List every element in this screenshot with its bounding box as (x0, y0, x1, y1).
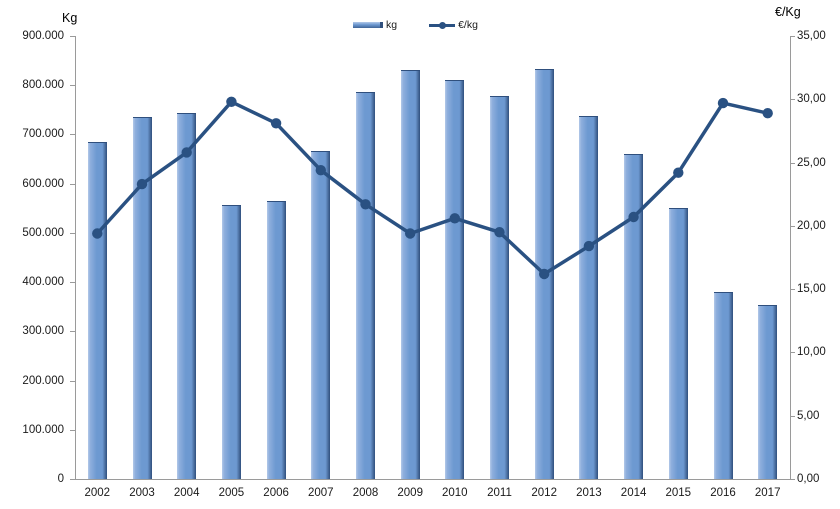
y-left-tickmark (70, 134, 75, 136)
y-left-tick-label: 400.000 (22, 276, 64, 289)
point-2008 (360, 199, 371, 210)
x-tick-label-2007: 2007 (308, 487, 334, 499)
legend-label-kg: kg (386, 19, 398, 31)
bar-2011 (490, 95, 509, 479)
y-left-tick-label: 800.000 (22, 79, 64, 92)
y-left-tickmark (70, 429, 75, 431)
line-series-swatch-icon (429, 21, 456, 29)
point-2015 (673, 167, 684, 178)
bar-2015 (668, 207, 688, 479)
y-right-tickmark (790, 36, 795, 37)
y-left-tickmark (70, 479, 75, 480)
price-line-layer (92, 96, 773, 280)
bar-2005 (221, 205, 241, 479)
left-axis-line (75, 36, 76, 480)
y-left-tick-label: 100.000 (22, 423, 64, 436)
bar-2014 (624, 154, 644, 479)
y-left-tick-label: 200.000 (22, 374, 64, 387)
point-2014 (628, 211, 639, 223)
legend: kg €/kg (353, 17, 478, 33)
x-tick-label-2002: 2002 (84, 487, 111, 499)
x-tick-label-2003: 2003 (129, 487, 155, 499)
point-2009 (405, 228, 416, 239)
y-left-tickmark (70, 232, 75, 234)
y-left-tickmark (70, 85, 75, 87)
point-2016 (717, 97, 729, 109)
point-2003 (136, 178, 148, 190)
x-tick-label-2013: 2013 (576, 487, 602, 499)
x-tick-label-2006: 2006 (263, 487, 289, 499)
y-right-tickmark (790, 352, 795, 354)
bar-2013 (579, 116, 599, 479)
y-right-tick-label: 35,00 (797, 30, 826, 42)
bar-series-swatch-icon (353, 22, 383, 28)
bar-2006 (266, 200, 286, 479)
y-right-tickmark (790, 225, 795, 227)
x-tick-label-2017: 2017 (754, 487, 781, 499)
y-right-tickmark (790, 289, 795, 291)
y-right-tick-label: 20,00 (797, 219, 826, 232)
x-tick-label-2014: 2014 (620, 487, 647, 499)
legend-item-kg: kg (353, 19, 397, 31)
bar-2007 (311, 151, 331, 479)
point-2013 (583, 240, 595, 252)
y-left-tickmark (70, 380, 75, 382)
bar-2003 (132, 116, 152, 479)
y-left-tickmark (70, 331, 75, 333)
x-tick-label-2012: 2012 (531, 487, 557, 499)
y-right-tick-label: 25,00 (797, 156, 826, 169)
y-left-tickmark (70, 36, 75, 37)
y-right-tick-label: 5,00 (797, 409, 820, 422)
y-left-tick-label: 0 (57, 473, 64, 485)
x-tick-label-2004: 2004 (173, 487, 200, 499)
y-left-tick-label: 600.000 (22, 177, 64, 190)
y-right-tick-label: 30,00 (797, 93, 826, 106)
y-left-tick-label: 300.000 (22, 325, 64, 338)
right-axis-title: €/Kg (775, 5, 801, 19)
y-left-tickmark (70, 183, 75, 185)
x-tick-label-2011: 2011 (487, 487, 512, 499)
point-2007 (315, 165, 326, 176)
y-right-tickmark (790, 99, 795, 101)
price-line (95, 100, 770, 276)
point-2005 (226, 96, 237, 107)
point-2011 (494, 227, 505, 238)
y-left-tick-label: 700.000 (22, 128, 64, 141)
y-right-tickmark (790, 479, 795, 480)
x-tick-label-2010: 2010 (442, 487, 468, 499)
y-left-tickmark (70, 282, 75, 284)
point-2002 (92, 228, 103, 239)
x-tick-label-2005: 2005 (218, 487, 245, 499)
line-marker-icon (439, 21, 447, 29)
bar-2017 (758, 304, 778, 479)
x-axis-line (71, 479, 793, 480)
y-right-tickmark (790, 415, 795, 417)
point-2012 (539, 268, 550, 280)
bar-2010 (445, 80, 465, 479)
point-2010 (449, 213, 460, 224)
point-2006 (270, 118, 282, 129)
y-right-tickmark (790, 162, 795, 164)
left-axis-title: Kg (62, 11, 78, 25)
x-tick-label-2008: 2008 (352, 487, 379, 499)
point-2017 (762, 108, 773, 119)
point-2004 (181, 147, 192, 158)
y-left-tick-label: 900.000 (22, 30, 64, 42)
legend-label-eur-per-kg: €/kg (458, 19, 478, 31)
y-left-tick-label: 500.000 (22, 226, 64, 239)
bar-2009 (400, 69, 420, 479)
x-tick-label-2016: 2016 (710, 487, 736, 499)
y-right-tick-label: 15,00 (797, 283, 826, 296)
y-right-tick-label: 10,00 (797, 346, 826, 359)
plot-area (75, 36, 790, 479)
x-tick-label-2015: 2015 (665, 487, 692, 499)
y-right-tick-label: 0,00 (797, 473, 820, 485)
legend-item-eur-per-kg: €/kg (429, 19, 478, 31)
bar-2008 (356, 91, 375, 479)
x-tick-label-2009: 2009 (397, 487, 423, 499)
bar-2004 (177, 112, 197, 479)
bar-2016 (713, 291, 733, 479)
right-axis-line (790, 36, 791, 480)
